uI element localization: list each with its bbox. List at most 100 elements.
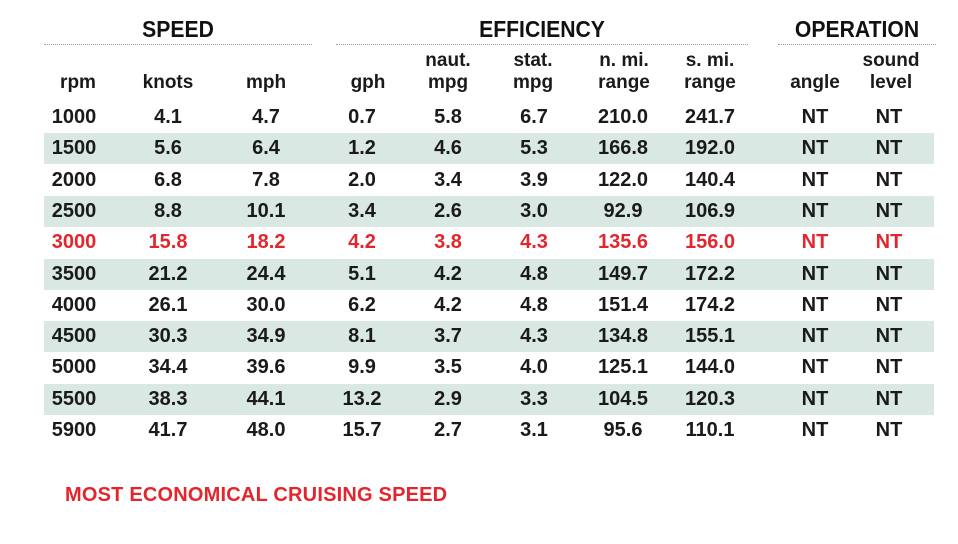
cell-n-mi-range: 134.8 <box>597 325 649 348</box>
header-mph: mph <box>245 72 287 93</box>
cell-rpm: 5900 <box>51 419 97 441</box>
header-s-mi-range: s. mi. range <box>668 50 752 94</box>
cell-stat-mpg: 4.0 <box>520 356 548 379</box>
cell-n-mi-range: 151.4 <box>597 293 649 316</box>
cell-angle: NT <box>801 137 829 160</box>
cell-stat-mpg: 3.1 <box>520 419 548 441</box>
cell-s-mi-range: 192.0 <box>684 137 736 160</box>
cell-mph: 30.0 <box>246 293 286 316</box>
cell-naut-mpg: 2.7 <box>434 419 462 441</box>
cell-n-mi-range: 95.6 <box>603 419 643 441</box>
cell-gph: 4.2 <box>348 231 376 254</box>
cell-angle: NT <box>801 106 829 128</box>
group-title-operation: OPERATION <box>794 16 920 42</box>
table-row: 2500 8.8 10.1 3.4 2.6 3.0 92.9 106.9 NT NT <box>44 195 934 227</box>
cell-stat-mpg: 5.3 <box>520 137 548 160</box>
cell-rpm: 3500 <box>51 262 97 285</box>
cell-rpm: 4500 <box>51 325 97 348</box>
header-stat-mpg-line2: mpg <box>512 72 554 93</box>
header-sound-level-line1: sound <box>862 50 920 71</box>
header-angle: angle <box>790 72 840 93</box>
cell-sound-level: NT <box>875 106 903 128</box>
cell-angle: NT <box>801 293 829 316</box>
cell-knots: 26.1 <box>148 293 188 316</box>
group-rule-operation <box>778 44 936 45</box>
cell-mph: 39.6 <box>246 356 286 379</box>
cell-mph: 7.8 <box>252 168 280 191</box>
cell-mph: 6.4 <box>252 137 280 160</box>
cell-angle: NT <box>801 262 829 285</box>
cell-rpm: 4000 <box>51 293 97 316</box>
cell-knots: 21.2 <box>148 262 188 285</box>
cell-mph: 24.4 <box>246 262 286 285</box>
cell-n-mi-range: 149.7 <box>597 262 649 285</box>
cell-s-mi-range: 156.0 <box>684 231 736 254</box>
header-naut-mpg: naut. mpg <box>416 50 480 94</box>
header-s-mi-range-line1: s. mi. <box>685 50 735 71</box>
cell-mph: 44.1 <box>246 387 286 410</box>
table-row: 4000 26.1 30.0 6.2 4.2 4.8 151.4 174.2 NT NT <box>44 290 934 321</box>
table-row: 5500 38.3 44.1 13.2 2.9 3.3 104.5 120.3 NT NT <box>44 383 934 415</box>
cell-angle: NT <box>801 419 829 441</box>
cell-gph: 5.1 <box>348 262 376 285</box>
header-naut-mpg-line2: mpg <box>427 72 469 93</box>
header-naut-mpg-line1: naut. <box>425 50 471 71</box>
cell-n-mi-range: 92.9 <box>603 199 643 222</box>
table-row: 1500 5.6 6.4 1.2 4.6 5.3 166.8 192.0 NT NT <box>44 133 934 165</box>
cell-gph: 2.0 <box>348 168 376 191</box>
cell-knots: 34.4 <box>148 356 188 379</box>
cell-stat-mpg: 4.3 <box>520 325 548 348</box>
group-rule-efficiency <box>336 44 748 45</box>
cell-rpm: 1500 <box>51 137 97 160</box>
cell-stat-mpg: 3.9 <box>520 168 548 191</box>
cell-s-mi-range: 144.0 <box>684 356 736 379</box>
cell-rpm: 1000 <box>51 106 97 128</box>
cell-gph: 15.7 <box>342 419 382 441</box>
cell-n-mi-range: 166.8 <box>597 137 649 160</box>
cell-naut-mpg: 5.8 <box>434 106 462 128</box>
group-title-efficiency: EFFICIENCY <box>479 16 605 42</box>
cell-gph: 6.2 <box>348 293 376 316</box>
footnote-economical-cruising: MOST ECONOMICAL CRUISING SPEED <box>65 484 448 506</box>
cell-n-mi-range: 104.5 <box>597 387 649 410</box>
cell-angle: NT <box>801 325 829 348</box>
header-knots: knots <box>142 72 194 93</box>
cell-stat-mpg: 3.3 <box>520 387 548 410</box>
cell-knots: 41.7 <box>148 419 188 441</box>
cell-naut-mpg: 2.9 <box>434 387 462 410</box>
cell-sound-level: NT <box>875 419 903 441</box>
cell-s-mi-range: 120.3 <box>684 387 736 410</box>
header-sound-level-line2: level <box>869 72 913 93</box>
cell-knots: 4.1 <box>154 106 182 128</box>
cell-knots: 6.8 <box>154 168 182 191</box>
cell-n-mi-range: 125.1 <box>597 356 649 379</box>
header-s-mi-range-line2: range <box>684 72 736 93</box>
cell-gph: 0.7 <box>348 106 376 128</box>
cell-angle: NT <box>801 231 829 254</box>
group-rule-speed <box>44 44 312 45</box>
header-stat-mpg: stat. mpg <box>500 50 566 94</box>
cell-s-mi-range: 241.7 <box>684 106 736 128</box>
cell-gph: 9.9 <box>348 356 376 379</box>
cell-s-mi-range: 140.4 <box>684 168 736 191</box>
cell-stat-mpg: 6.7 <box>520 106 548 128</box>
table-row: 4500 30.3 34.9 8.1 3.7 4.3 134.8 155.1 NT NT <box>44 321 934 353</box>
cell-stat-mpg: 4.8 <box>520 293 548 316</box>
group-title-speed: SPEED <box>142 16 214 42</box>
cell-n-mi-range: 210.0 <box>597 106 649 128</box>
table-row: 2000 6.8 7.8 2.0 3.4 3.9 122.0 140.4 NT NT <box>44 165 934 196</box>
cell-s-mi-range: 106.9 <box>684 199 736 222</box>
cell-naut-mpg: 4.2 <box>434 293 462 316</box>
cell-s-mi-range: 155.1 <box>684 325 736 348</box>
cell-naut-mpg: 4.6 <box>434 137 462 160</box>
cell-knots: 30.3 <box>148 325 188 348</box>
cell-sound-level: NT <box>875 168 903 191</box>
cell-stat-mpg: 4.8 <box>520 262 548 285</box>
cell-naut-mpg: 3.4 <box>434 168 462 191</box>
table-row: 3000 15.8 18.2 4.2 3.8 4.3 135.6 156.0 NT NT <box>44 227 934 258</box>
cell-n-mi-range: 122.0 <box>597 168 649 191</box>
cell-sound-level: NT <box>875 262 903 285</box>
cell-sound-level: NT <box>875 387 903 410</box>
cell-mph: 10.1 <box>246 199 286 222</box>
cell-angle: NT <box>801 387 829 410</box>
